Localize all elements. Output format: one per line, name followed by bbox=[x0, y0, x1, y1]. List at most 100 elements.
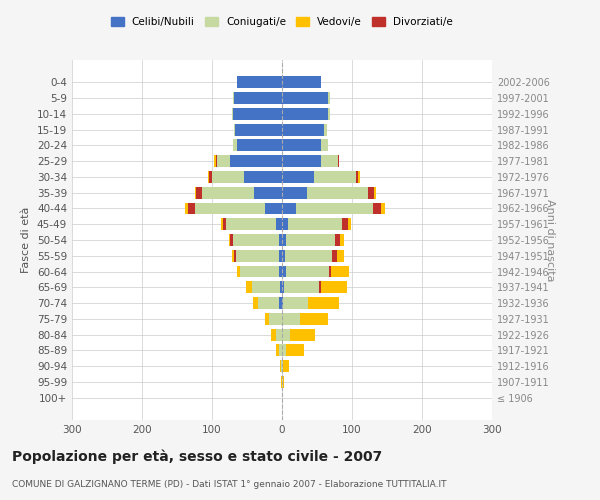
Bar bbox=[282, 92, 328, 104]
Bar bbox=[320, 140, 328, 151]
Bar bbox=[285, 250, 332, 262]
Bar bbox=[282, 266, 286, 278]
Bar bbox=[252, 282, 280, 293]
Bar bbox=[282, 313, 299, 325]
Bar bbox=[236, 266, 240, 278]
Bar bbox=[282, 360, 283, 372]
Text: COMUNE DI GALZIGNANO TERME (PD) - Dati ISTAT 1° gennaio 2007 - Elaborazione TUTT: COMUNE DI GALZIGNANO TERME (PD) - Dati I… bbox=[12, 480, 446, 489]
Legend: Celibi/Nubili, Coniugati/e, Vedovi/e, Divorziati/e: Celibi/Nubili, Coniugati/e, Vedovi/e, Di… bbox=[107, 13, 457, 32]
Bar bbox=[235, 92, 282, 104]
Bar bbox=[340, 234, 344, 246]
Bar bbox=[265, 313, 269, 325]
Bar bbox=[331, 266, 349, 278]
Bar bbox=[329, 266, 331, 278]
Bar bbox=[232, 250, 234, 262]
Bar bbox=[282, 376, 283, 388]
Bar bbox=[209, 171, 212, 183]
Bar bbox=[282, 108, 328, 120]
Bar bbox=[299, 313, 328, 325]
Bar bbox=[320, 155, 338, 167]
Bar bbox=[328, 92, 329, 104]
Bar bbox=[279, 250, 282, 262]
Bar bbox=[328, 108, 329, 120]
Bar bbox=[271, 328, 277, 340]
Bar bbox=[337, 250, 344, 262]
Text: Popolazione per età, sesso e stato civile - 2007: Popolazione per età, sesso e stato civil… bbox=[12, 450, 382, 464]
Bar bbox=[284, 282, 319, 293]
Bar bbox=[281, 376, 282, 388]
Bar bbox=[280, 282, 282, 293]
Bar bbox=[196, 187, 202, 198]
Bar bbox=[232, 108, 233, 120]
Bar bbox=[185, 202, 187, 214]
Bar bbox=[283, 297, 308, 309]
Bar bbox=[208, 171, 209, 183]
Bar bbox=[335, 234, 340, 246]
Bar bbox=[282, 218, 287, 230]
Bar bbox=[229, 155, 282, 167]
Bar bbox=[286, 344, 304, 356]
Bar bbox=[240, 266, 278, 278]
Bar bbox=[221, 218, 223, 230]
Bar bbox=[279, 297, 282, 309]
Bar bbox=[281, 360, 282, 372]
Bar bbox=[235, 124, 282, 136]
Bar bbox=[348, 218, 350, 230]
Bar bbox=[308, 297, 340, 309]
Bar bbox=[282, 140, 320, 151]
Bar bbox=[233, 108, 282, 120]
Bar bbox=[233, 92, 235, 104]
Bar bbox=[253, 297, 258, 309]
Bar bbox=[374, 187, 376, 198]
Bar bbox=[217, 155, 229, 167]
Bar bbox=[234, 124, 235, 136]
Bar bbox=[212, 171, 244, 183]
Bar bbox=[282, 297, 283, 309]
Bar bbox=[230, 234, 233, 246]
Bar bbox=[368, 187, 374, 198]
Bar bbox=[265, 202, 282, 214]
Bar bbox=[283, 360, 289, 372]
Bar bbox=[314, 171, 355, 183]
Bar bbox=[278, 266, 282, 278]
Bar bbox=[382, 202, 385, 214]
Bar bbox=[236, 250, 279, 262]
Bar bbox=[282, 187, 307, 198]
Bar bbox=[258, 297, 279, 309]
Bar bbox=[226, 218, 277, 230]
Bar bbox=[320, 282, 347, 293]
Bar bbox=[283, 376, 284, 388]
Bar bbox=[320, 76, 321, 88]
Bar bbox=[202, 187, 254, 198]
Bar bbox=[214, 155, 215, 167]
Bar bbox=[279, 344, 282, 356]
Bar bbox=[342, 218, 348, 230]
Bar bbox=[277, 218, 282, 230]
Bar bbox=[319, 282, 320, 293]
Bar bbox=[287, 218, 342, 230]
Bar bbox=[290, 328, 315, 340]
Bar bbox=[236, 140, 282, 151]
Bar bbox=[223, 218, 226, 230]
Bar bbox=[269, 313, 282, 325]
Bar bbox=[324, 124, 327, 136]
Bar bbox=[282, 124, 324, 136]
Bar bbox=[278, 234, 282, 246]
Bar bbox=[282, 171, 314, 183]
Bar bbox=[282, 344, 286, 356]
Bar bbox=[215, 155, 217, 167]
Bar bbox=[233, 140, 236, 151]
Bar bbox=[355, 171, 358, 183]
Bar bbox=[282, 250, 285, 262]
Bar bbox=[244, 171, 282, 183]
Bar bbox=[373, 202, 382, 214]
Bar bbox=[229, 234, 230, 246]
Bar bbox=[277, 328, 282, 340]
Bar bbox=[234, 250, 236, 262]
Bar bbox=[332, 250, 337, 262]
Bar bbox=[282, 202, 296, 214]
Bar bbox=[187, 202, 194, 214]
Bar bbox=[276, 344, 279, 356]
Bar bbox=[194, 202, 265, 214]
Bar bbox=[286, 266, 329, 278]
